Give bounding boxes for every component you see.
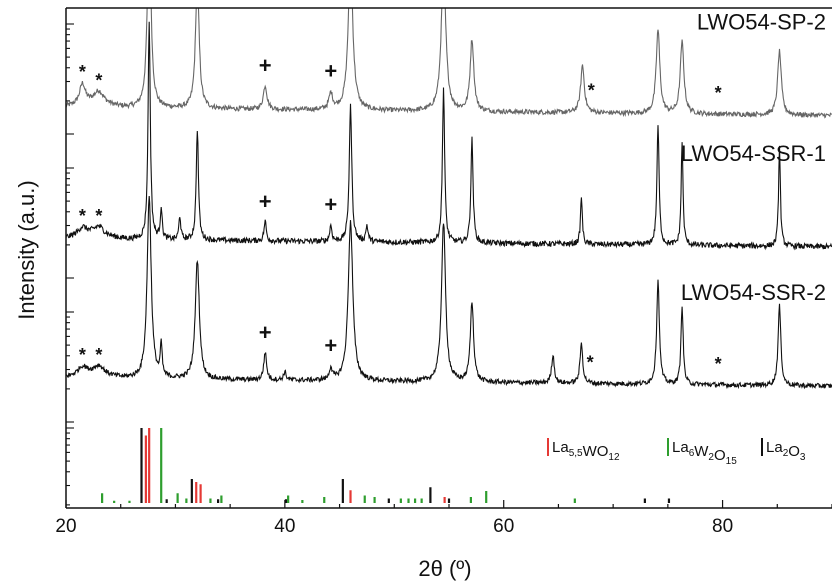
series-line-3 bbox=[66, 195, 832, 390]
series-label: LWO54-SSR-2 bbox=[681, 280, 826, 305]
legend-label: La5,5WO12 bbox=[552, 439, 620, 463]
legend-label: La6W2O15 bbox=[672, 439, 737, 467]
plus-marker: + bbox=[259, 320, 272, 345]
asterisk-marker: * bbox=[79, 345, 86, 365]
labels: LWO54-SP-2 * * + + * * LWO54-SSR-1 * * + + LWO54-SSR… bbox=[79, 10, 826, 467]
asterisk-marker: * bbox=[588, 81, 595, 101]
asterisk-marker: * bbox=[715, 354, 722, 374]
series-line-1 bbox=[66, 8, 832, 119]
legend-label: La2O3 bbox=[766, 439, 806, 463]
asterisk-marker: * bbox=[95, 70, 102, 90]
asterisk-marker: * bbox=[587, 353, 594, 373]
asterisk-marker: * bbox=[95, 206, 102, 226]
series-line-2 bbox=[66, 21, 832, 251]
x-tick-label: 20 bbox=[55, 516, 76, 537]
plus-marker: + bbox=[259, 53, 272, 78]
axes: 20 40 60 80 2θ (º) Intensity (a.u.) bbox=[14, 7, 832, 581]
series-label: LWO54-SP-2 bbox=[697, 10, 826, 35]
y-axis-title: Intensity (a.u.) bbox=[14, 180, 39, 319]
x-tick-label: 40 bbox=[274, 516, 295, 537]
series-label: LWO54-SSR-1 bbox=[681, 141, 826, 166]
asterisk-marker: * bbox=[79, 62, 86, 82]
x-axis-title: 2θ (º) bbox=[418, 556, 471, 581]
plus-marker: + bbox=[324, 333, 337, 358]
plus-marker: + bbox=[324, 59, 337, 84]
x-tick-label: 80 bbox=[712, 516, 733, 537]
asterisk-marker: * bbox=[79, 206, 86, 226]
x-tick-label: 60 bbox=[493, 516, 514, 537]
asterisk-marker: * bbox=[95, 345, 102, 365]
series-traces bbox=[66, 8, 832, 390]
reference-patterns bbox=[101, 428, 671, 503]
plus-marker: + bbox=[259, 189, 272, 214]
plus-marker: + bbox=[324, 192, 337, 217]
asterisk-marker: * bbox=[715, 83, 722, 103]
